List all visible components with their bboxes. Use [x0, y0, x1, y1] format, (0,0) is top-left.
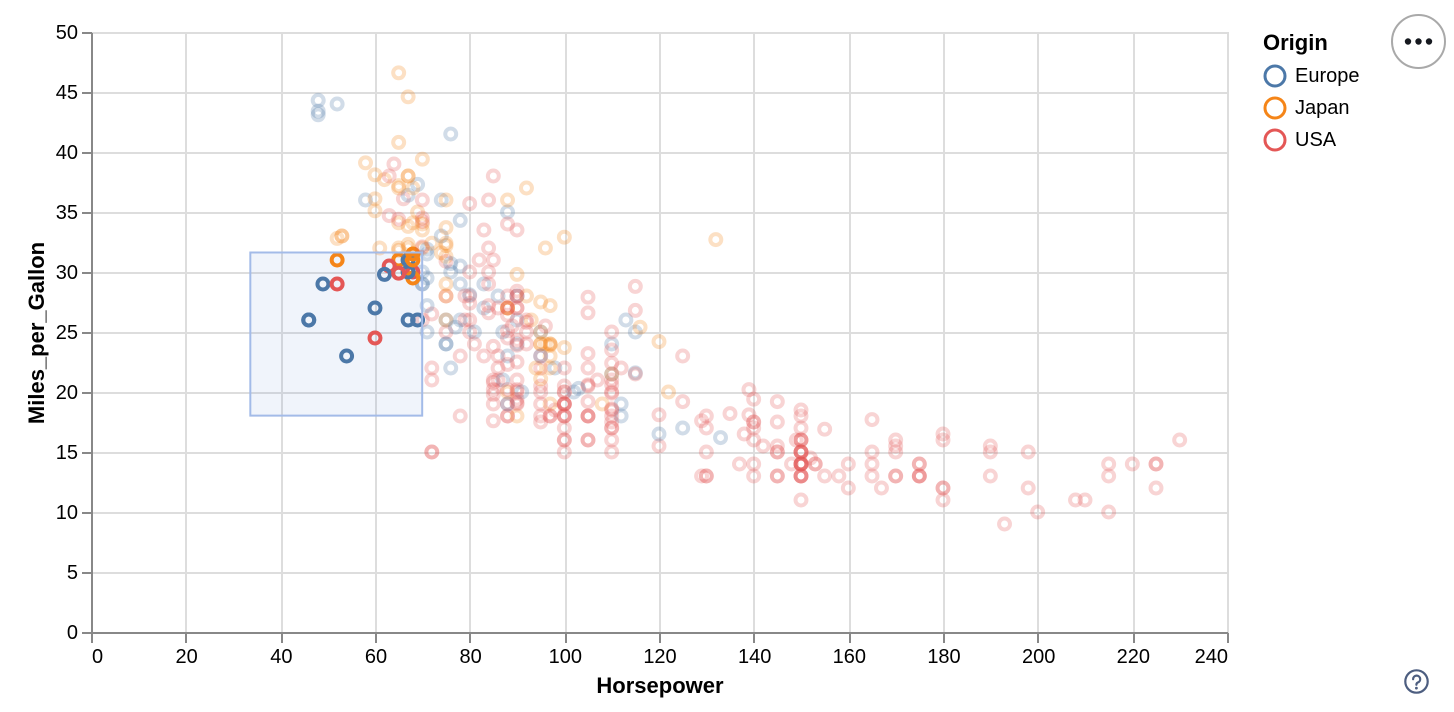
svg-text:50: 50: [56, 22, 78, 44]
svg-text:Horsepower: Horsepower: [596, 673, 724, 698]
svg-text:180: 180: [927, 646, 960, 668]
svg-text:100: 100: [549, 646, 582, 668]
svg-text:Miles_per_Gallon: Miles_per_Gallon: [24, 242, 49, 424]
svg-text:20: 20: [56, 382, 78, 404]
svg-text:0: 0: [92, 646, 103, 668]
svg-text:USA: USA: [1295, 129, 1337, 151]
svg-text:240: 240: [1195, 646, 1228, 668]
svg-text:220: 220: [1117, 646, 1150, 668]
svg-text:Origin: Origin: [1263, 30, 1328, 55]
svg-text:140: 140: [738, 646, 771, 668]
svg-text:60: 60: [365, 646, 387, 668]
svg-text:0: 0: [67, 622, 78, 644]
svg-text:160: 160: [833, 646, 866, 668]
svg-text:10: 10: [56, 502, 78, 524]
svg-text:35: 35: [56, 202, 78, 224]
svg-text:Europe: Europe: [1295, 65, 1360, 87]
svg-text:15: 15: [56, 442, 78, 464]
svg-text:5: 5: [67, 562, 78, 584]
svg-text:30: 30: [56, 262, 78, 284]
svg-text:80: 80: [460, 646, 482, 668]
svg-text:120: 120: [643, 646, 676, 668]
svg-text:45: 45: [56, 82, 78, 104]
svg-text:Japan: Japan: [1295, 97, 1350, 119]
svg-text:200: 200: [1022, 646, 1055, 668]
svg-text:40: 40: [270, 646, 292, 668]
svg-text:25: 25: [56, 322, 78, 344]
svg-text:40: 40: [56, 142, 78, 164]
svg-text:20: 20: [176, 646, 198, 668]
